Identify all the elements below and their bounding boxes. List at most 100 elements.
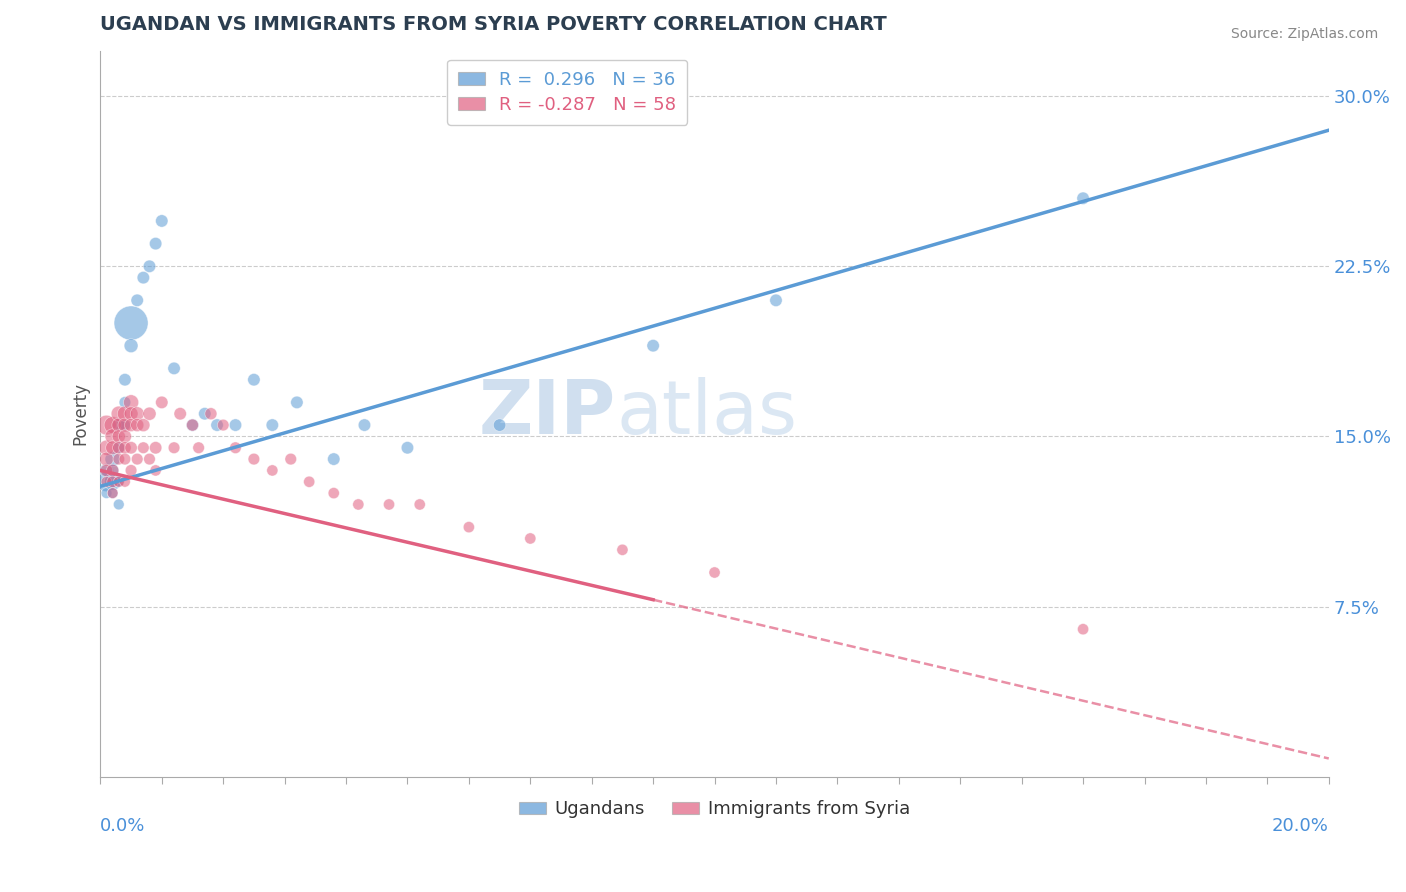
Point <box>262 418 284 433</box>
Point <box>127 452 149 467</box>
Point <box>138 260 160 274</box>
Point <box>1071 191 1094 205</box>
Point <box>96 441 118 455</box>
Point <box>107 407 129 421</box>
Point <box>114 429 136 443</box>
Point <box>169 407 191 421</box>
Point <box>243 373 266 387</box>
Point <box>107 452 129 467</box>
Point <box>127 418 149 433</box>
Point <box>101 486 124 500</box>
Point <box>150 395 173 409</box>
Point <box>212 418 235 433</box>
Point <box>107 418 129 433</box>
Point <box>114 373 136 387</box>
Point <box>96 452 118 467</box>
Point <box>353 418 375 433</box>
Point <box>262 463 284 477</box>
Point <box>107 475 129 489</box>
Point <box>181 418 204 433</box>
Point <box>96 486 118 500</box>
Point <box>280 452 302 467</box>
Point <box>132 441 155 455</box>
Point <box>205 418 228 433</box>
Point <box>107 441 129 455</box>
Text: 0.0%: 0.0% <box>100 816 146 835</box>
Point <box>114 407 136 421</box>
Point <box>519 532 541 546</box>
Point <box>194 407 217 421</box>
Point <box>765 293 787 308</box>
Point <box>347 498 370 512</box>
Point <box>138 452 160 467</box>
Text: 20.0%: 20.0% <box>1272 816 1329 835</box>
Point <box>114 418 136 433</box>
Point <box>101 475 124 489</box>
Point <box>643 339 665 353</box>
Point <box>107 475 129 489</box>
Point <box>107 418 129 433</box>
Point <box>132 418 155 433</box>
Point <box>378 498 401 512</box>
Point <box>703 566 725 580</box>
Point <box>457 520 479 534</box>
Point <box>107 441 129 455</box>
Text: Source: ZipAtlas.com: Source: ZipAtlas.com <box>1230 27 1378 41</box>
Point <box>322 452 344 467</box>
Point <box>322 486 344 500</box>
Point <box>120 441 142 455</box>
Point <box>181 418 204 433</box>
Point <box>96 475 118 489</box>
Point <box>612 542 634 557</box>
Point <box>200 407 222 421</box>
Point <box>224 418 246 433</box>
Point <box>132 270 155 285</box>
Point <box>138 407 160 421</box>
Point <box>396 441 419 455</box>
Point <box>224 441 246 455</box>
Point <box>127 293 149 308</box>
Text: ZIP: ZIP <box>479 377 616 450</box>
Point <box>150 214 173 228</box>
Point <box>114 475 136 489</box>
Point <box>114 441 136 455</box>
Point <box>120 463 142 477</box>
Point <box>101 441 124 455</box>
Point <box>163 441 186 455</box>
Point <box>145 236 167 251</box>
Y-axis label: Poverty: Poverty <box>72 383 89 445</box>
Point <box>145 463 167 477</box>
Point <box>298 475 321 489</box>
Point <box>120 418 142 433</box>
Point <box>107 498 129 512</box>
Point <box>114 452 136 467</box>
Point <box>243 452 266 467</box>
Point <box>114 418 136 433</box>
Point <box>101 452 124 467</box>
Legend: Ugandans, Immigrants from Syria: Ugandans, Immigrants from Syria <box>512 793 918 826</box>
Point <box>120 316 142 330</box>
Point <box>285 395 308 409</box>
Point <box>114 395 136 409</box>
Point <box>96 418 118 433</box>
Point <box>120 395 142 409</box>
Point <box>96 463 118 477</box>
Point <box>120 407 142 421</box>
Point <box>127 407 149 421</box>
Point <box>101 486 124 500</box>
Point <box>107 429 129 443</box>
Point <box>1071 622 1094 636</box>
Point <box>488 418 510 433</box>
Point <box>187 441 209 455</box>
Point <box>101 463 124 477</box>
Text: UGANDAN VS IMMIGRANTS FROM SYRIA POVERTY CORRELATION CHART: UGANDAN VS IMMIGRANTS FROM SYRIA POVERTY… <box>100 15 887 34</box>
Point <box>120 339 142 353</box>
Point <box>101 429 124 443</box>
Point <box>101 463 124 477</box>
Point <box>101 418 124 433</box>
Point <box>101 475 124 489</box>
Text: atlas: atlas <box>616 377 797 450</box>
Point <box>409 498 432 512</box>
Point <box>145 441 167 455</box>
Point <box>96 463 118 477</box>
